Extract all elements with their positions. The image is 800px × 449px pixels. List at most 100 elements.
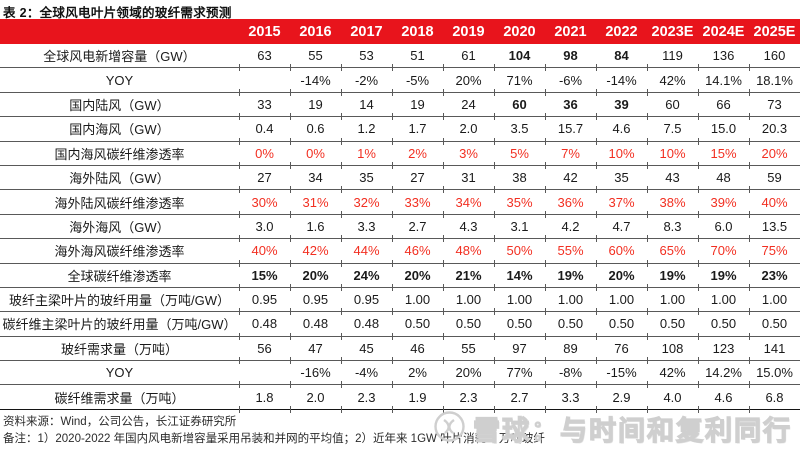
value-cell: 40%: [238, 238, 290, 267]
value-cell: -6%: [544, 67, 596, 96]
value-cell: [238, 360, 290, 389]
value-cell: 1%: [340, 141, 392, 169]
value-cell: 35: [595, 165, 647, 194]
value-cell: 0.50: [595, 311, 647, 340]
value-cell: 42%: [289, 238, 341, 267]
table-row: 海外海风碳纤维渗透率 40% 42% 44% 46% 48% 50% 55% 60% 65% 70%…: [0, 238, 800, 267]
value-cell: 55: [289, 44, 341, 72]
value-cell: 20.3: [748, 116, 800, 145]
value-cell: 24%: [340, 263, 392, 291]
value-cell: 160: [748, 44, 800, 72]
row-label: 国内陆风（GW）: [0, 92, 239, 118]
value-cell: 36: [544, 92, 596, 121]
row-label: 全球风电新增容量（GW）: [0, 44, 239, 69]
row-label: 海外海风（GW）: [0, 214, 239, 240]
value-cell: 10%: [646, 141, 698, 169]
value-cell: [238, 67, 290, 96]
value-cell: 15%: [697, 141, 749, 169]
value-cell: 46%: [391, 238, 443, 267]
value-cell: 2.3: [340, 384, 392, 413]
value-cell: 36%: [544, 189, 596, 218]
row-label: 碳纤维需求量（万吨）: [0, 384, 239, 410]
value-cell: 32%: [340, 189, 392, 218]
value-cell: 0.4: [238, 116, 290, 145]
value-cell: 61: [442, 44, 494, 72]
value-cell: 15%: [238, 263, 290, 291]
table-title: 表 2：全球风电叶片领域的玻纤需求预测: [3, 6, 232, 20]
label-column-header: [0, 19, 239, 44]
table-row: 国内海风（GW） 0.4 0.6 1.2 1.7 2.0 3.5 15.7 4.6 7.5 15.0…: [0, 116, 800, 145]
value-cell: 65%: [646, 238, 698, 267]
value-cell: 70%: [697, 238, 749, 267]
table-row: YOY -14% -2% -5% 20% 71% -6% -14% 42% 14.1% 18.1%: [0, 67, 800, 96]
value-cell: 4.6: [697, 384, 749, 413]
value-cell: 3.3: [340, 214, 392, 243]
year-header: 2024E: [698, 19, 749, 44]
value-cell: 59: [748, 165, 800, 194]
value-cell: 37%: [595, 189, 647, 218]
value-cell: 63: [238, 44, 290, 72]
value-cell: 1.6: [289, 214, 341, 243]
table-row: 玻纤主梁叶片的玻纤用量（万吨/GW） 0.95 0.95 0.95 1.00 1.00 1.…: [0, 287, 800, 316]
value-cell: 1.00: [646, 287, 698, 316]
row-label: 国内海风（GW）: [0, 116, 239, 142]
value-cell: 48%: [442, 238, 494, 267]
year-header: 2023E: [647, 19, 698, 44]
value-cell: 38: [493, 165, 545, 194]
table-footer: 资料来源：Wind，公司公告，长江证券研究所 备注：1）2020-2022 年国…: [0, 410, 800, 448]
value-cell: 84: [595, 44, 647, 72]
value-cell: 2.3: [442, 384, 494, 413]
value-cell: 2.0: [442, 116, 494, 145]
row-label: 玻纤主梁叶片的玻纤用量（万吨/GW）: [0, 287, 239, 313]
value-cell: 0.6: [289, 116, 341, 145]
value-cell: 19: [289, 92, 341, 121]
row-label: 全球碳纤维渗透率: [0, 263, 239, 288]
year-header: 2022: [596, 19, 647, 44]
value-cell: 1.7: [391, 116, 443, 145]
value-cell: 51: [391, 44, 443, 72]
value-cell: 27: [391, 165, 443, 194]
table-header: 2015 2016 2017 2018 2019 2020 2021 2022 2023E 202…: [0, 19, 800, 44]
value-cell: -2%: [340, 67, 392, 96]
value-cell: 1.2: [340, 116, 392, 145]
value-cell: 119: [646, 44, 698, 72]
value-cell: 1.00: [697, 287, 749, 316]
value-cell: -8%: [544, 360, 596, 389]
value-cell: 38%: [646, 189, 698, 218]
value-cell: 60: [493, 92, 545, 121]
value-cell: 1.8: [238, 384, 290, 413]
value-cell: 71%: [493, 67, 545, 96]
value-cell: -14%: [595, 67, 647, 96]
value-cell: 20%: [595, 263, 647, 291]
value-cell: 0.95: [289, 287, 341, 316]
year-header: 2020: [494, 19, 545, 44]
source-note: 资料来源：Wind，公司公告，长江证券研究所: [3, 415, 237, 428]
value-cell: 2%: [391, 141, 443, 169]
value-cell: 0.50: [748, 311, 800, 340]
value-cell: 2.0: [289, 384, 341, 413]
value-cell: 97: [493, 336, 545, 365]
table-row: 国内陆风（GW） 33 19 14 19 24 60 36 39 60 66 73: [0, 92, 800, 121]
value-cell: 34%: [442, 189, 494, 218]
value-cell: 3.1: [493, 214, 545, 243]
value-cell: 19%: [646, 263, 698, 291]
value-cell: 108: [646, 336, 698, 365]
value-cell: 19: [391, 92, 443, 121]
value-cell: 21%: [442, 263, 494, 291]
value-cell: 0%: [238, 141, 290, 169]
value-cell: 75%: [748, 238, 800, 267]
value-cell: 66: [697, 92, 749, 121]
value-cell: 15.0%: [748, 360, 800, 389]
value-cell: 14.1%: [697, 67, 749, 96]
value-cell: 1.00: [544, 287, 596, 316]
value-cell: 2%: [391, 360, 443, 389]
row-label: 国内海风碳纤维渗透率: [0, 141, 239, 166]
value-cell: 2.7: [493, 384, 545, 413]
value-cell: 47: [289, 336, 341, 365]
row-label: 海外陆风（GW）: [0, 165, 239, 191]
table-row: 全球风电新增容量（GW） 63 55 53 51 61 104 98 84 119 136 160: [0, 44, 800, 72]
value-cell: 0.48: [340, 311, 392, 340]
value-cell: 0.48: [289, 311, 341, 340]
value-cell: 20%: [289, 263, 341, 291]
value-cell: 20%: [391, 263, 443, 291]
